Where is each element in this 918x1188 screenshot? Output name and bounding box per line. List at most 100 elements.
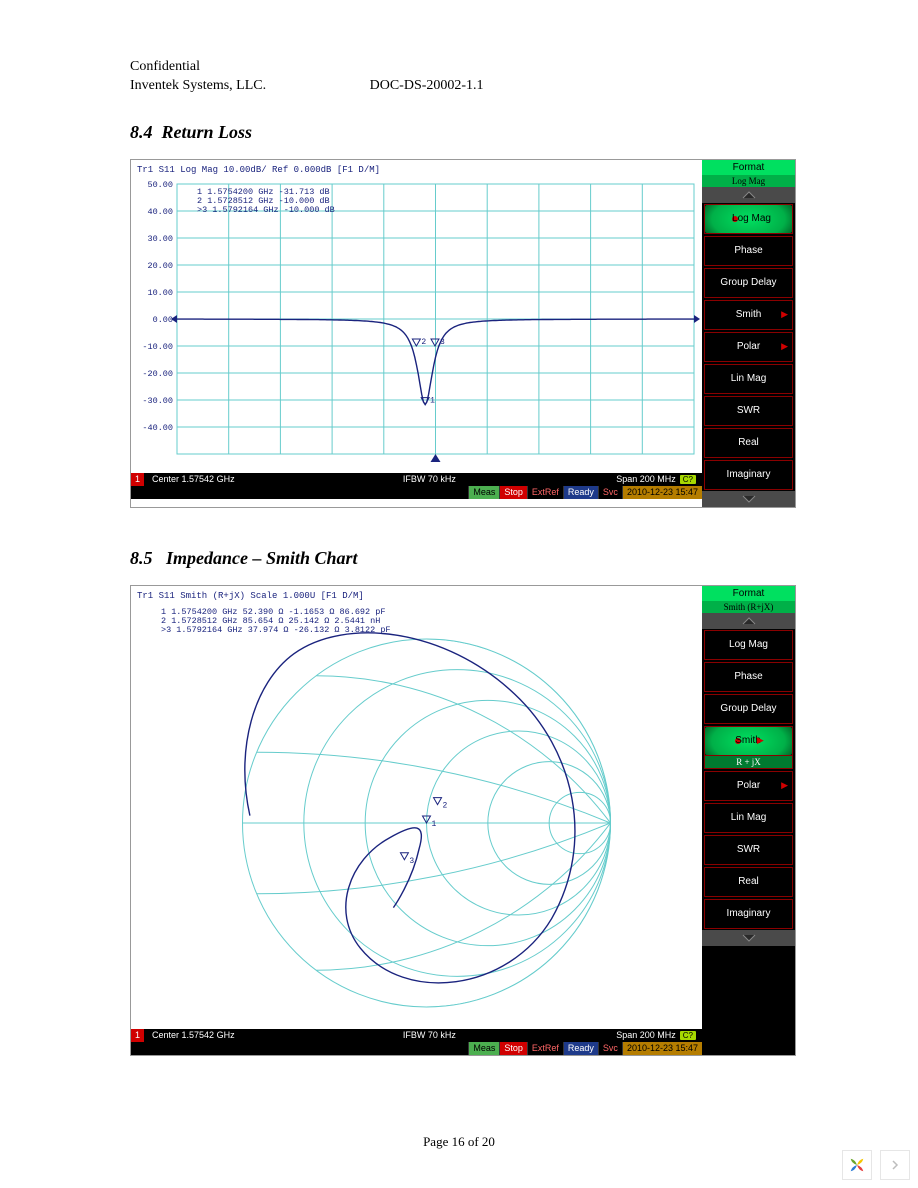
format-swr-button[interactable]: SWR <box>704 835 793 865</box>
button-label: Group Delay <box>720 277 776 288</box>
section-8-4-title: 8.4 Return Loss <box>130 122 788 143</box>
status-ready: Ready <box>563 486 598 499</box>
smith-svg: Tr1 S11 Smith (R+jX) Scale 1.000U [F1 D/… <box>131 586 702 1024</box>
y-tick-label: -10.00 <box>142 342 173 352</box>
status-timestamp: 2010-12-23 15:47 <box>622 486 702 499</box>
header-confidential: Confidential <box>130 58 788 77</box>
section-number: 8.4 <box>130 122 153 142</box>
y-tick-label: -40.00 <box>142 423 173 433</box>
format-log-mag-button[interactable]: Log Mag <box>704 630 793 660</box>
side-head: Format <box>702 586 795 601</box>
marker-readout-3: >3 1.5792164 GHz -10.000 dB <box>197 205 335 215</box>
center-label: Center 1.57542 GHz <box>144 1030 243 1040</box>
format-smith-button[interactable]: Smith▶ <box>704 300 793 330</box>
vna-return-loss-screenshot: Tr1 S11 Log Mag 10.00dB/ Ref 0.000dB [F1… <box>130 159 796 508</box>
logo-icon[interactable] <box>842 1150 872 1180</box>
scroll-down-icon[interactable] <box>702 930 795 946</box>
y-tick-label: -20.00 <box>142 369 173 379</box>
button-label: Lin Mag <box>731 812 767 823</box>
status-stop: Stop <box>499 486 527 499</box>
cal-badge: C? <box>680 475 696 484</box>
plot-footer-smith: 1 Center 1.57542 GHz IFBW 70 kHz Span 20… <box>131 1029 702 1042</box>
format-imaginary-button[interactable]: Imaginary <box>704 899 793 929</box>
button-label: Real <box>738 437 759 448</box>
side-head: Format <box>702 160 795 175</box>
plot-area-smith: Tr1 S11 Smith (R+jX) Scale 1.000U [F1 D/… <box>131 586 702 1055</box>
button-label: Smith <box>736 309 762 320</box>
header-company-line: Inventek Systems, LLC. DOC-DS-20002-1.1 <box>130 77 788 96</box>
format-phase-button[interactable]: Phase <box>704 662 793 692</box>
status-bar-smith: Meas Stop ExtRef Ready Svc 2010-12-23 15… <box>131 1042 702 1055</box>
format-imaginary-button[interactable]: Imaginary <box>704 460 793 490</box>
cal-badge: C? <box>680 1031 696 1040</box>
ifbw-label: IFBW 70 kHz <box>395 1030 464 1040</box>
format-group-delay-button[interactable]: Group Delay <box>704 694 793 724</box>
status-stop: Stop <box>499 1042 527 1055</box>
format-group-delay-button[interactable]: Group Delay <box>704 268 793 298</box>
marker-1-label: 1 <box>432 820 437 829</box>
span-label: Span 200 MHz <box>616 1030 676 1040</box>
format-sub-label: R + jX <box>704 756 793 769</box>
page-number: Page 16 of 20 <box>0 1134 918 1150</box>
button-label: Imaginary <box>727 908 771 919</box>
format-real-button[interactable]: Real <box>704 428 793 458</box>
button-label: Polar <box>737 780 760 791</box>
ifbw-label: IFBW 70 kHz <box>395 474 464 484</box>
format-phase-button[interactable]: Phase <box>704 236 793 266</box>
smith-chart: Tr1 S11 Smith (R+jX) Scale 1.000U [F1 D/… <box>131 586 702 1029</box>
y-tick-label: 50.00 <box>147 180 173 190</box>
scroll-up-icon[interactable] <box>702 613 795 629</box>
status-meas: Meas <box>468 486 499 499</box>
corner-widget <box>842 1150 910 1180</box>
format-smith-button[interactable]: Smith▶ <box>704 726 793 756</box>
scroll-up-icon[interactable] <box>702 187 795 203</box>
header-doc-id: DOC-DS-20002-1.1 <box>370 77 484 96</box>
channel-badge: 1 <box>131 1029 144 1042</box>
format-log-mag-button[interactable]: Log Mag <box>704 204 793 234</box>
marker-2-label: 2 <box>421 338 426 347</box>
status-svc: Svc <box>598 1042 622 1055</box>
status-ready: Ready <box>563 1042 598 1055</box>
format-swr-button[interactable]: SWR <box>704 396 793 426</box>
chevron-right-icon: ▶ <box>757 735 764 746</box>
section-text: Return Loss <box>162 122 253 142</box>
marker-1-label: 1 <box>430 396 435 405</box>
center-label: Center 1.57542 GHz <box>144 474 243 484</box>
marker-3-label: 3 <box>440 338 445 347</box>
button-label: Log Mag <box>729 639 768 650</box>
section-number: 8.5 <box>130 548 153 568</box>
plot-footer: 1 Center 1.57542 GHz IFBW 70 kHz Span 20… <box>131 473 702 486</box>
status-bar: Meas Stop ExtRef Ready Svc 2010-12-23 15… <box>131 486 702 499</box>
format-lin-mag-button[interactable]: Lin Mag <box>704 803 793 833</box>
format-lin-mag-button[interactable]: Lin Mag <box>704 364 793 394</box>
status-extref: ExtRef <box>527 1042 563 1055</box>
section-8-5-title: 8.5 Impedance – Smith Chart <box>130 548 788 569</box>
marker-3-label: 3 <box>409 857 414 866</box>
marker-2-label: 2 <box>443 801 448 810</box>
format-polar-button[interactable]: Polar ▶ <box>704 771 793 801</box>
header-company: Inventek Systems, LLC. <box>130 78 266 93</box>
next-page-button[interactable] <box>880 1150 910 1180</box>
side-head-sub: Smith (R+jX) <box>702 601 795 613</box>
format-panel-smith: Format Smith (R+jX) Log Mag PhaseGroup De… <box>702 586 795 1055</box>
format-real-button[interactable]: Real <box>704 867 793 897</box>
chevron-right-icon: ▶ <box>781 780 788 791</box>
status-timestamp: 2010-12-23 15:47 <box>622 1042 702 1055</box>
trace-title: Tr1 S11 Log Mag 10.00dB/ Ref 0.000dB [F1… <box>137 165 380 175</box>
vna-smith-chart-screenshot: Tr1 S11 Smith (R+jX) Scale 1.000U [F1 D/… <box>130 585 796 1056</box>
side-head-sub: Log Mag <box>702 175 795 187</box>
button-label: SWR <box>737 405 760 416</box>
section-text: Impedance – Smith Chart <box>166 548 358 568</box>
scroll-down-icon[interactable] <box>702 491 795 507</box>
y-tick-label: 30.00 <box>147 234 173 244</box>
format-panel: Format Log Mag Log MagPhaseGroup DelaySm… <box>702 160 795 507</box>
format-polar-button[interactable]: Polar▶ <box>704 332 793 362</box>
status-extref: ExtRef <box>527 486 563 499</box>
channel-badge: 1 <box>131 473 144 486</box>
plot-area: Tr1 S11 Log Mag 10.00dB/ Ref 0.000dB [F1… <box>131 160 702 507</box>
span-label: Span 200 MHz <box>616 474 676 484</box>
status-svc: Svc <box>598 486 622 499</box>
button-label: SWR <box>737 844 760 855</box>
button-label: Polar <box>737 341 760 352</box>
button-label: Real <box>738 876 759 887</box>
